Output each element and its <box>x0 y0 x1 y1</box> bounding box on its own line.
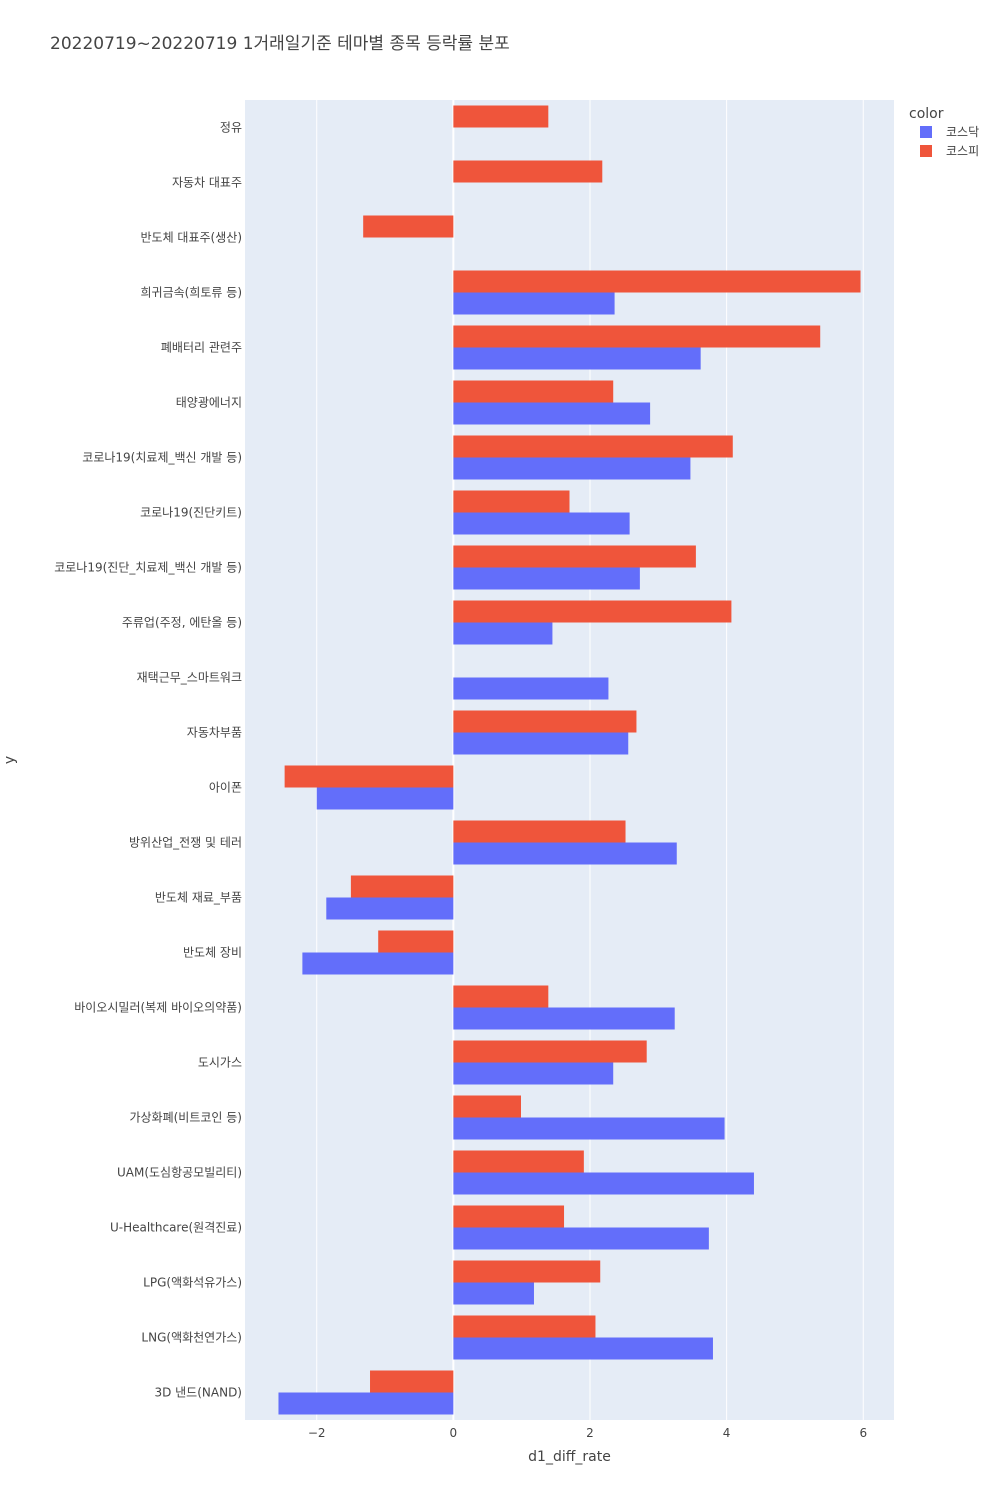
bar-kosdaq[interactable] <box>453 567 640 590</box>
bar-kospi[interactable] <box>453 1205 565 1228</box>
bar-kosdaq[interactable] <box>453 1337 713 1360</box>
y-tick-label: 코로나19(진단키트) <box>140 506 242 520</box>
y-axis-label: y <box>2 756 18 764</box>
bar-kosdaq[interactable] <box>453 292 615 315</box>
bar-kospi[interactable] <box>453 105 549 128</box>
y-tick-label: U-Healthcare(원격진료) <box>110 1221 242 1235</box>
bar-kospi[interactable] <box>370 1370 454 1393</box>
bar-kosdaq[interactable] <box>453 842 677 865</box>
y-tick-label: 재택근무_스마트워크 <box>137 671 242 685</box>
bar-kosdaq[interactable] <box>453 347 701 370</box>
bar-kosdaq[interactable] <box>453 1172 754 1195</box>
legend-item-label: 코스닥 <box>946 125 979 139</box>
y-tick-label: 자동차 대표주 <box>172 176 242 190</box>
bar-kosdaq[interactable] <box>453 1282 534 1305</box>
bar-kospi[interactable] <box>453 325 821 348</box>
y-tick-label: 반도체 장비 <box>183 946 242 960</box>
bar-kospi[interactable] <box>453 380 614 403</box>
x-tick-labels: −2 0 2 4 6 <box>308 1426 867 1440</box>
bar-kospi[interactable] <box>453 600 732 623</box>
gridlines <box>316 100 864 1420</box>
bar-kospi[interactable] <box>284 765 454 788</box>
y-tick-label: 바이오시밀러(복제 바이오의약품) <box>74 1000 242 1015</box>
bar-kospi[interactable] <box>453 1150 584 1173</box>
x-tick-label: −2 <box>308 1426 326 1440</box>
y-tick-label: 희귀금속(희토류 등) <box>141 286 243 300</box>
bar-kosdaq[interactable] <box>453 1007 675 1030</box>
bar-kospi[interactable] <box>453 160 603 183</box>
bar-kosdaq[interactable] <box>453 512 630 535</box>
bar-kosdaq[interactable] <box>453 1227 709 1250</box>
bar-kospi[interactable] <box>453 490 570 513</box>
bar-kosdaq[interactable] <box>453 677 609 700</box>
y-tick-label: 도시가스 <box>198 1056 242 1070</box>
bar-kospi[interactable] <box>453 270 861 293</box>
bar-kospi[interactable] <box>453 435 733 458</box>
bar-kospi[interactable] <box>453 1040 647 1063</box>
x-tick-label: 2 <box>586 1426 594 1440</box>
y-tick-label: 자동차부품 <box>187 726 242 740</box>
y-tick-label: 주류업(주정, 에탄올 등) <box>122 616 242 630</box>
y-tick-label: LNG(액화천연가스) <box>141 1330 242 1345</box>
legend-title: color <box>909 106 944 122</box>
x-tick-label: 6 <box>859 1426 867 1440</box>
bar-kosdaq[interactable] <box>453 622 553 645</box>
bar-kosdaq[interactable] <box>453 1117 725 1140</box>
bar-kosdaq[interactable] <box>453 457 691 480</box>
y-tick-label: 반도체 대표주(생산) <box>141 231 243 245</box>
bar-kospi[interactable] <box>453 820 626 843</box>
bar-kospi[interactable] <box>453 1315 596 1338</box>
y-tick-label: LPG(액화석유가스) <box>143 1276 242 1290</box>
bars[interactable] <box>278 105 861 1415</box>
y-tick-label: 방위산업_전쟁 및 테러 <box>129 836 242 850</box>
bar-kospi[interactable] <box>453 710 637 733</box>
y-tick-label: 가상화폐(비트코인 등) <box>129 1111 242 1125</box>
y-tick-label: 아이폰 <box>209 781 242 795</box>
bar-kosdaq[interactable] <box>453 1062 614 1085</box>
legend-item-label: 코스피 <box>946 144 979 158</box>
y-tick-label: 반도체 재료_부품 <box>155 891 242 905</box>
bar-kospi[interactable] <box>350 875 454 898</box>
x-tick-label: 0 <box>450 1426 458 1440</box>
plot-area <box>245 100 894 1420</box>
y-tick-label: 3D 낸드(NAND) <box>154 1386 242 1400</box>
bar-kosdaq[interactable] <box>302 952 454 975</box>
bar-kospi[interactable] <box>453 545 696 568</box>
bar-kosdaq[interactable] <box>278 1392 454 1415</box>
x-axis-label: d1_diff_rate <box>528 1449 611 1465</box>
x-tick-label: 4 <box>723 1426 731 1440</box>
bar-kospi[interactable] <box>453 985 549 1008</box>
bar-kospi[interactable] <box>363 215 454 238</box>
bar-kosdaq[interactable] <box>453 732 629 755</box>
legend-swatch <box>920 126 932 138</box>
y-tick-label: 태양광에너지 <box>176 396 242 410</box>
bar-kospi[interactable] <box>453 1260 601 1283</box>
y-tick-label: 정유 <box>220 121 242 135</box>
chart-title: 20220719~20220719 1거래일기준 테마별 종목 등락률 분포 <box>50 34 510 54</box>
bar-kospi[interactable] <box>453 1095 521 1118</box>
y-tick-label: 폐배터리 관련주 <box>161 341 242 355</box>
y-tick-label: 코로나19(치료제_백신 개발 등) <box>82 451 242 465</box>
bar-kosdaq[interactable] <box>326 897 454 920</box>
y-tick-label: 코로나19(진단_치료제_백신 개발 등) <box>54 561 242 575</box>
bar-kosdaq[interactable] <box>316 787 454 810</box>
bar-kosdaq[interactable] <box>453 402 651 425</box>
legend-swatch <box>920 145 932 157</box>
bar-kospi[interactable] <box>378 930 454 953</box>
y-tick-label: UAM(도심항공모빌리티) <box>117 1166 242 1180</box>
